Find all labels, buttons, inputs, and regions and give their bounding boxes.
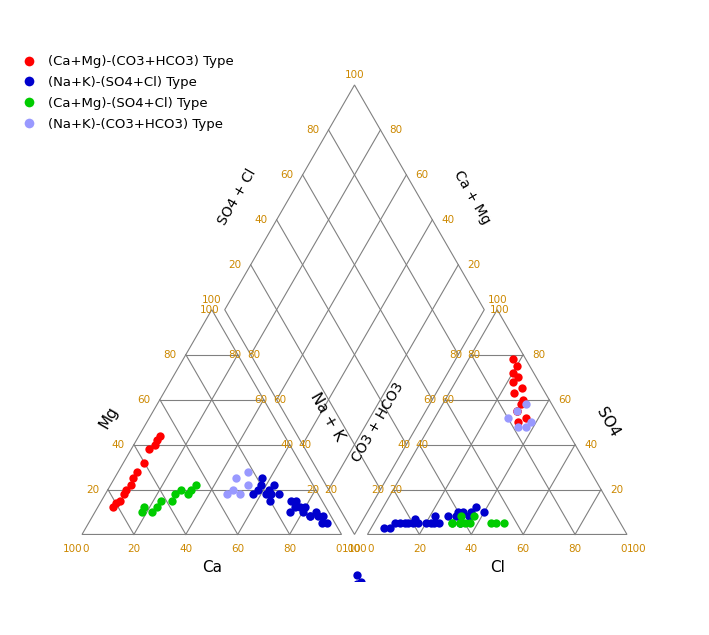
Text: 60: 60 <box>255 394 267 404</box>
Text: 0: 0 <box>620 544 627 554</box>
Text: 100: 100 <box>489 305 509 315</box>
Text: 20: 20 <box>128 544 140 554</box>
Text: CO3 + HCO3: CO3 + HCO3 <box>350 380 406 464</box>
Text: 40: 40 <box>442 215 454 225</box>
Text: 40: 40 <box>280 439 294 450</box>
Text: 40: 40 <box>179 544 192 554</box>
Text: 80: 80 <box>228 350 242 359</box>
Text: 100: 100 <box>348 544 367 554</box>
Text: 0: 0 <box>335 544 342 554</box>
Text: SO4: SO4 <box>593 404 622 439</box>
Text: 100: 100 <box>345 70 364 80</box>
Text: 100: 100 <box>62 544 82 554</box>
Text: 20: 20 <box>413 544 426 554</box>
Text: 20: 20 <box>325 485 337 495</box>
Text: 20: 20 <box>610 485 623 495</box>
Text: Ca + Mg: Ca + Mg <box>450 168 493 227</box>
Text: 60: 60 <box>517 544 530 554</box>
Text: 40: 40 <box>397 439 411 450</box>
Text: 60: 60 <box>231 544 245 554</box>
Text: 20: 20 <box>467 260 481 270</box>
Text: 20: 20 <box>306 485 320 495</box>
Text: 60: 60 <box>423 394 436 404</box>
Text: 80: 80 <box>569 544 581 554</box>
Text: 40: 40 <box>584 439 597 450</box>
Text: 60: 60 <box>138 394 151 404</box>
Text: Cl: Cl <box>490 561 505 575</box>
Text: 0: 0 <box>82 544 89 554</box>
Text: 40: 40 <box>112 439 125 450</box>
Text: 80: 80 <box>389 125 403 135</box>
Text: 60: 60 <box>273 394 286 404</box>
Text: 100: 100 <box>627 544 647 554</box>
Legend: (Ca+Mg)-(CO3+HCO3) Type, (Na+K)-(SO4+Cl) Type, (Ca+Mg)-(SO4+Cl) Type, (Na+K)-(CO: (Ca+Mg)-(CO3+HCO3) Type, (Na+K)-(SO4+Cl)… <box>11 50 239 136</box>
Text: 20: 20 <box>372 485 384 495</box>
Text: 80: 80 <box>306 125 320 135</box>
Text: 40: 40 <box>464 544 478 554</box>
Text: 80: 80 <box>164 350 177 359</box>
Text: 60: 60 <box>280 170 294 180</box>
Text: Mg: Mg <box>96 403 121 431</box>
Text: 20: 20 <box>228 260 242 270</box>
Text: Ca: Ca <box>202 561 222 575</box>
Text: 60: 60 <box>415 170 429 180</box>
Text: 100: 100 <box>202 295 222 305</box>
Text: 100: 100 <box>342 544 361 554</box>
Text: SO4 + Cl: SO4 + Cl <box>215 167 259 228</box>
Text: 80: 80 <box>449 350 462 359</box>
Text: 100: 100 <box>200 305 220 315</box>
Text: 80: 80 <box>247 350 260 359</box>
Text: 100: 100 <box>487 295 507 305</box>
Text: Na + K: Na + K <box>308 390 347 444</box>
Text: 60: 60 <box>558 394 571 404</box>
Text: 40: 40 <box>415 439 429 450</box>
Text: 60: 60 <box>442 394 454 404</box>
Text: 40: 40 <box>255 215 267 225</box>
Text: 0: 0 <box>367 544 374 554</box>
Text: 40: 40 <box>298 439 312 450</box>
Text: 80: 80 <box>283 544 296 554</box>
Text: 80: 80 <box>532 350 545 359</box>
Text: 80: 80 <box>467 350 481 359</box>
Text: 20: 20 <box>389 485 403 495</box>
Text: 20: 20 <box>86 485 99 495</box>
